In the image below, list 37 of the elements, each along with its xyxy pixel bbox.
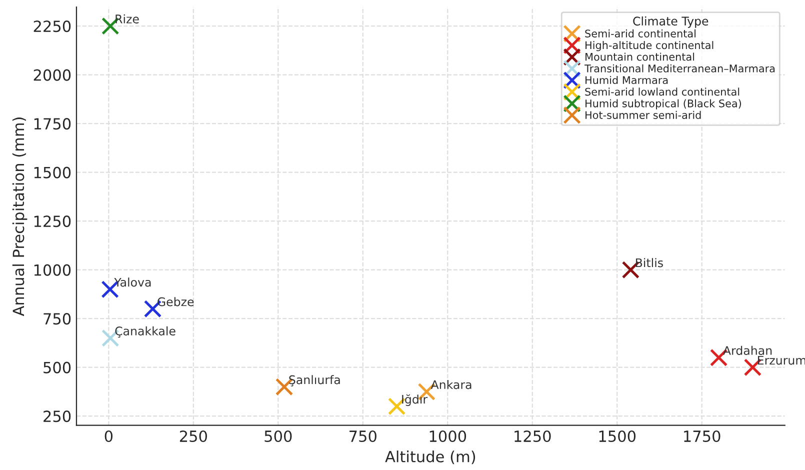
annotation: Rize [116, 14, 139, 24]
x-tick-label: 1000 [430, 430, 466, 442]
y-tick-label: 2000 [34, 69, 71, 81]
x-tick-label: 1500 [599, 430, 636, 442]
annotation: Çanakkale [115, 326, 176, 338]
x-tick-label: 1250 [514, 430, 551, 442]
annotation: Gebze [158, 297, 194, 306]
y-tick-label: 1500 [34, 166, 71, 178]
legend-label: Semi-arid lowland continental [585, 88, 740, 96]
legend-label: Mountain continental [586, 52, 694, 61]
annotation: Iğdır [402, 394, 428, 406]
annotation: Ardahan [723, 346, 772, 355]
legend-label: Hot-summer semi-arid [586, 110, 701, 119]
legend-label: Humid subtropical (Black Sea) [586, 99, 742, 110]
legend-label: Transitional Mediterranean–Marmara [584, 64, 775, 72]
x-tick-label: 250 [180, 430, 207, 442]
annotation: Yalova [114, 278, 151, 287]
y-tick-label: 250 [44, 410, 71, 422]
annotation: Şanlıurfa [289, 375, 340, 386]
legend-label: High-altitude continental [586, 41, 714, 52]
y-tick-label: 1750 [34, 118, 71, 130]
x-tick-label: 750 [350, 430, 376, 442]
legend-label: Semi-arid continental [585, 29, 696, 38]
x-tick-label: 0 [104, 430, 113, 442]
y-tick-label: 750 [44, 313, 71, 325]
annotation: Bitlis [636, 258, 663, 268]
legend-label: Humid Marmara [586, 76, 668, 84]
y-tick-label: 500 [44, 362, 71, 374]
x-axis-title: Altitude (m) [385, 450, 476, 464]
legend-title: Climate Type [633, 16, 708, 28]
y-tick-label: 1000 [34, 264, 71, 276]
annotation: Ankara [430, 380, 472, 390]
x-tick-label: 500 [264, 430, 292, 442]
y-tick-label: 2250 [34, 20, 71, 32]
x-tick-label: 1750 [684, 430, 720, 442]
y-tick-label: 1250 [34, 216, 71, 228]
y-axis-title: Annual Precipitation (mm) [12, 118, 28, 316]
